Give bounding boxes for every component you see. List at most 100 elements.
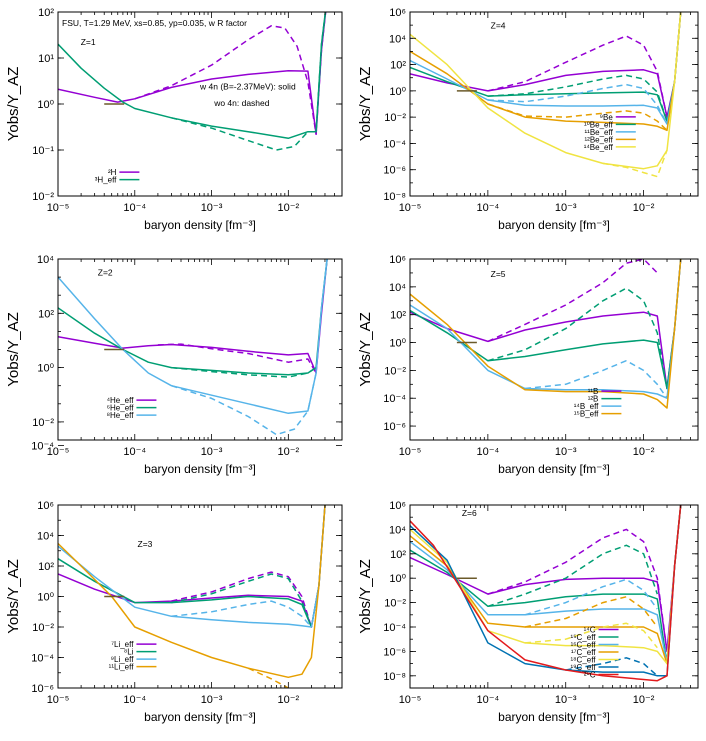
y-tick-label: 10⁰ [37,99,54,111]
legend-entry-label: ¹⁴B_eff [574,402,599,411]
panel-2: 10⁻⁵ 10⁻⁴ 10⁻³ 10⁻² 10⁻⁸ 10⁻⁶ 10⁻⁴ 10⁻² 10⁰ 10² 10… [357,7,699,232]
x-tick-label: 10⁻² [277,446,299,458]
y-tick-label: 10⁶ [37,500,54,512]
x-tick-label: 10⁻³ [555,202,577,214]
series-line-1 [410,505,682,653]
panel-annotation: Z=5 [491,269,506,279]
legend-entry-label: ⁸He_eff [107,411,135,420]
y-axis-label: Yobs/Y_AZ [5,559,22,634]
panel-5: 10⁻⁵ 10⁻⁴ 10⁻³ 10⁻² 10⁻⁶ 10⁻⁴ 10⁻² 10⁰ 10² 10⁴ 10⁶… [5,500,343,724]
y-tick-label: 10⁶ [389,7,406,19]
plot-frame [57,11,343,197]
series-line-7 [58,505,326,679]
legend-entry-label: ⁷Li_eff [111,640,134,649]
y-tick-label: 10² [390,549,406,561]
legend-entry-label: ¹¹Li_eff [109,663,135,672]
legend-entry-label: ⁹Li_eff [111,655,135,664]
panel-6: 10⁻⁵ 10⁻⁴ 10⁻³ 10⁻² 10⁻⁸ 10⁻⁶ 10⁻⁴ 10⁻² 10⁰ 10² 10… [357,500,699,724]
x-tick-label: 10⁻³ [201,446,223,458]
y-tick-label: 10⁴ [389,524,406,536]
series-line-4 [171,12,327,151]
y-tick-label: 10⁻⁶ [31,683,54,695]
series-line-2 [171,571,313,628]
panel-annotation: Z=4 [491,21,506,31]
y-tick-label: 10⁻⁴ [383,393,406,405]
x-tick-label: 10⁻⁴ [123,202,146,214]
series-line-3 [58,505,326,628]
y-tick-label: 10² [38,308,54,320]
x-tick-label: 10⁻² [633,202,655,214]
y-tick-label: 10² [390,310,406,322]
y-tick-label: 10² [38,561,54,573]
legend: ¹⁴C¹⁵C_eff¹⁶C_eff¹⁷C_eff¹⁸C_eff¹⁹C_eff²⁰… [570,625,619,679]
series-line-2 [487,259,658,343]
series-line-6 [171,372,317,436]
y-axis-label: Yobs/Y_AZ [5,312,22,387]
series-line-11 [410,505,682,677]
series-group [410,259,682,409]
series-line-9 [410,12,682,170]
legend-entry-label: ¹⁷C_eff [571,648,596,657]
y-tick-label: 10⁴ [389,282,406,294]
legend-entry-label: ²⁰C [584,670,596,679]
y-tick-label: 10⁻⁴ [383,138,406,150]
series-line-7 [410,505,682,665]
legend-entry-label: ¹⁵C_eff [571,633,597,642]
series-group [58,259,328,436]
plot-frame [409,504,699,689]
series-group [410,505,682,682]
legend-entry-label: ⁹Be [600,113,614,122]
y-tick-label: 10⁻⁶ [383,165,406,177]
series-line-6 [524,578,658,616]
series-line-8 [487,103,668,131]
legend-entry-label: ¹⁸C_eff [571,655,597,664]
panel-4: 10⁻⁵ 10⁻⁴ 10⁻³ 10⁻² 10⁻⁶ 10⁻⁴ 10⁻² 10⁰ 10² 10⁴ 10⁶… [357,254,699,476]
series-line-10 [524,622,658,649]
y-tick-label: 10² [390,60,406,72]
series-line-8 [524,596,658,628]
y-tick-label: 10⁴ [389,33,406,45]
x-tick-label: 10⁻³ [201,202,223,214]
y-axis-label: Yobs/Y_AZ [357,67,374,142]
y-tick-label: 10¹ [38,53,54,65]
y-tick-label: 10⁻¹ [32,145,54,157]
legend-entry-label: ⁴He_eff [107,396,135,405]
series-group [58,12,327,151]
x-tick-label: 10⁻³ [555,694,577,706]
y-tick-label: 10⁰ [389,86,406,98]
x-tick-label: 10⁻⁴ [123,446,146,458]
series-line-2 [487,528,668,652]
x-tick-label: 10⁻⁵ [47,446,70,458]
y-tick-label: 10⁶ [389,254,406,266]
series-line-13 [410,505,682,682]
y-tick-label: 10⁻⁸ [383,191,406,203]
series-line-5 [58,259,328,415]
plot-frame [409,11,699,197]
series-line-4 [487,74,668,122]
legend-entry-label: ¹¹B [588,387,599,396]
y-axis-label: Yobs/Y_AZ [357,312,374,387]
x-tick-label: 10⁻⁴ [476,202,499,214]
series-line-6 [487,83,668,125]
series-line-4 [171,366,317,378]
x-tick-label: 10⁻⁵ [399,694,422,706]
x-tick-label: 10⁻⁴ [476,694,499,706]
legend-entry-label: ¹²B [588,395,599,404]
series-line-4 [487,287,668,389]
y-tick-label: 10⁻² [32,417,54,429]
legend-entry-label: ¹⁴Be_eff [584,143,614,152]
series-line-6 [524,359,668,399]
x-tick-label: 10⁻² [633,694,655,706]
legend-entry-label: ¹⁶C_eff [571,640,597,649]
x-tick-label: 10⁻⁴ [123,694,146,706]
x-axis-label: baryon density [fm⁻³] [498,462,610,476]
legend-entry-label: ²H [108,168,117,177]
panel-annotation: Z=2 [98,267,113,277]
panel-annotation: Z=6 [462,508,477,518]
x-axis-label: baryon density [fm⁻³] [498,710,610,724]
legend-entry-label: ¹²Be_eff [584,135,613,144]
